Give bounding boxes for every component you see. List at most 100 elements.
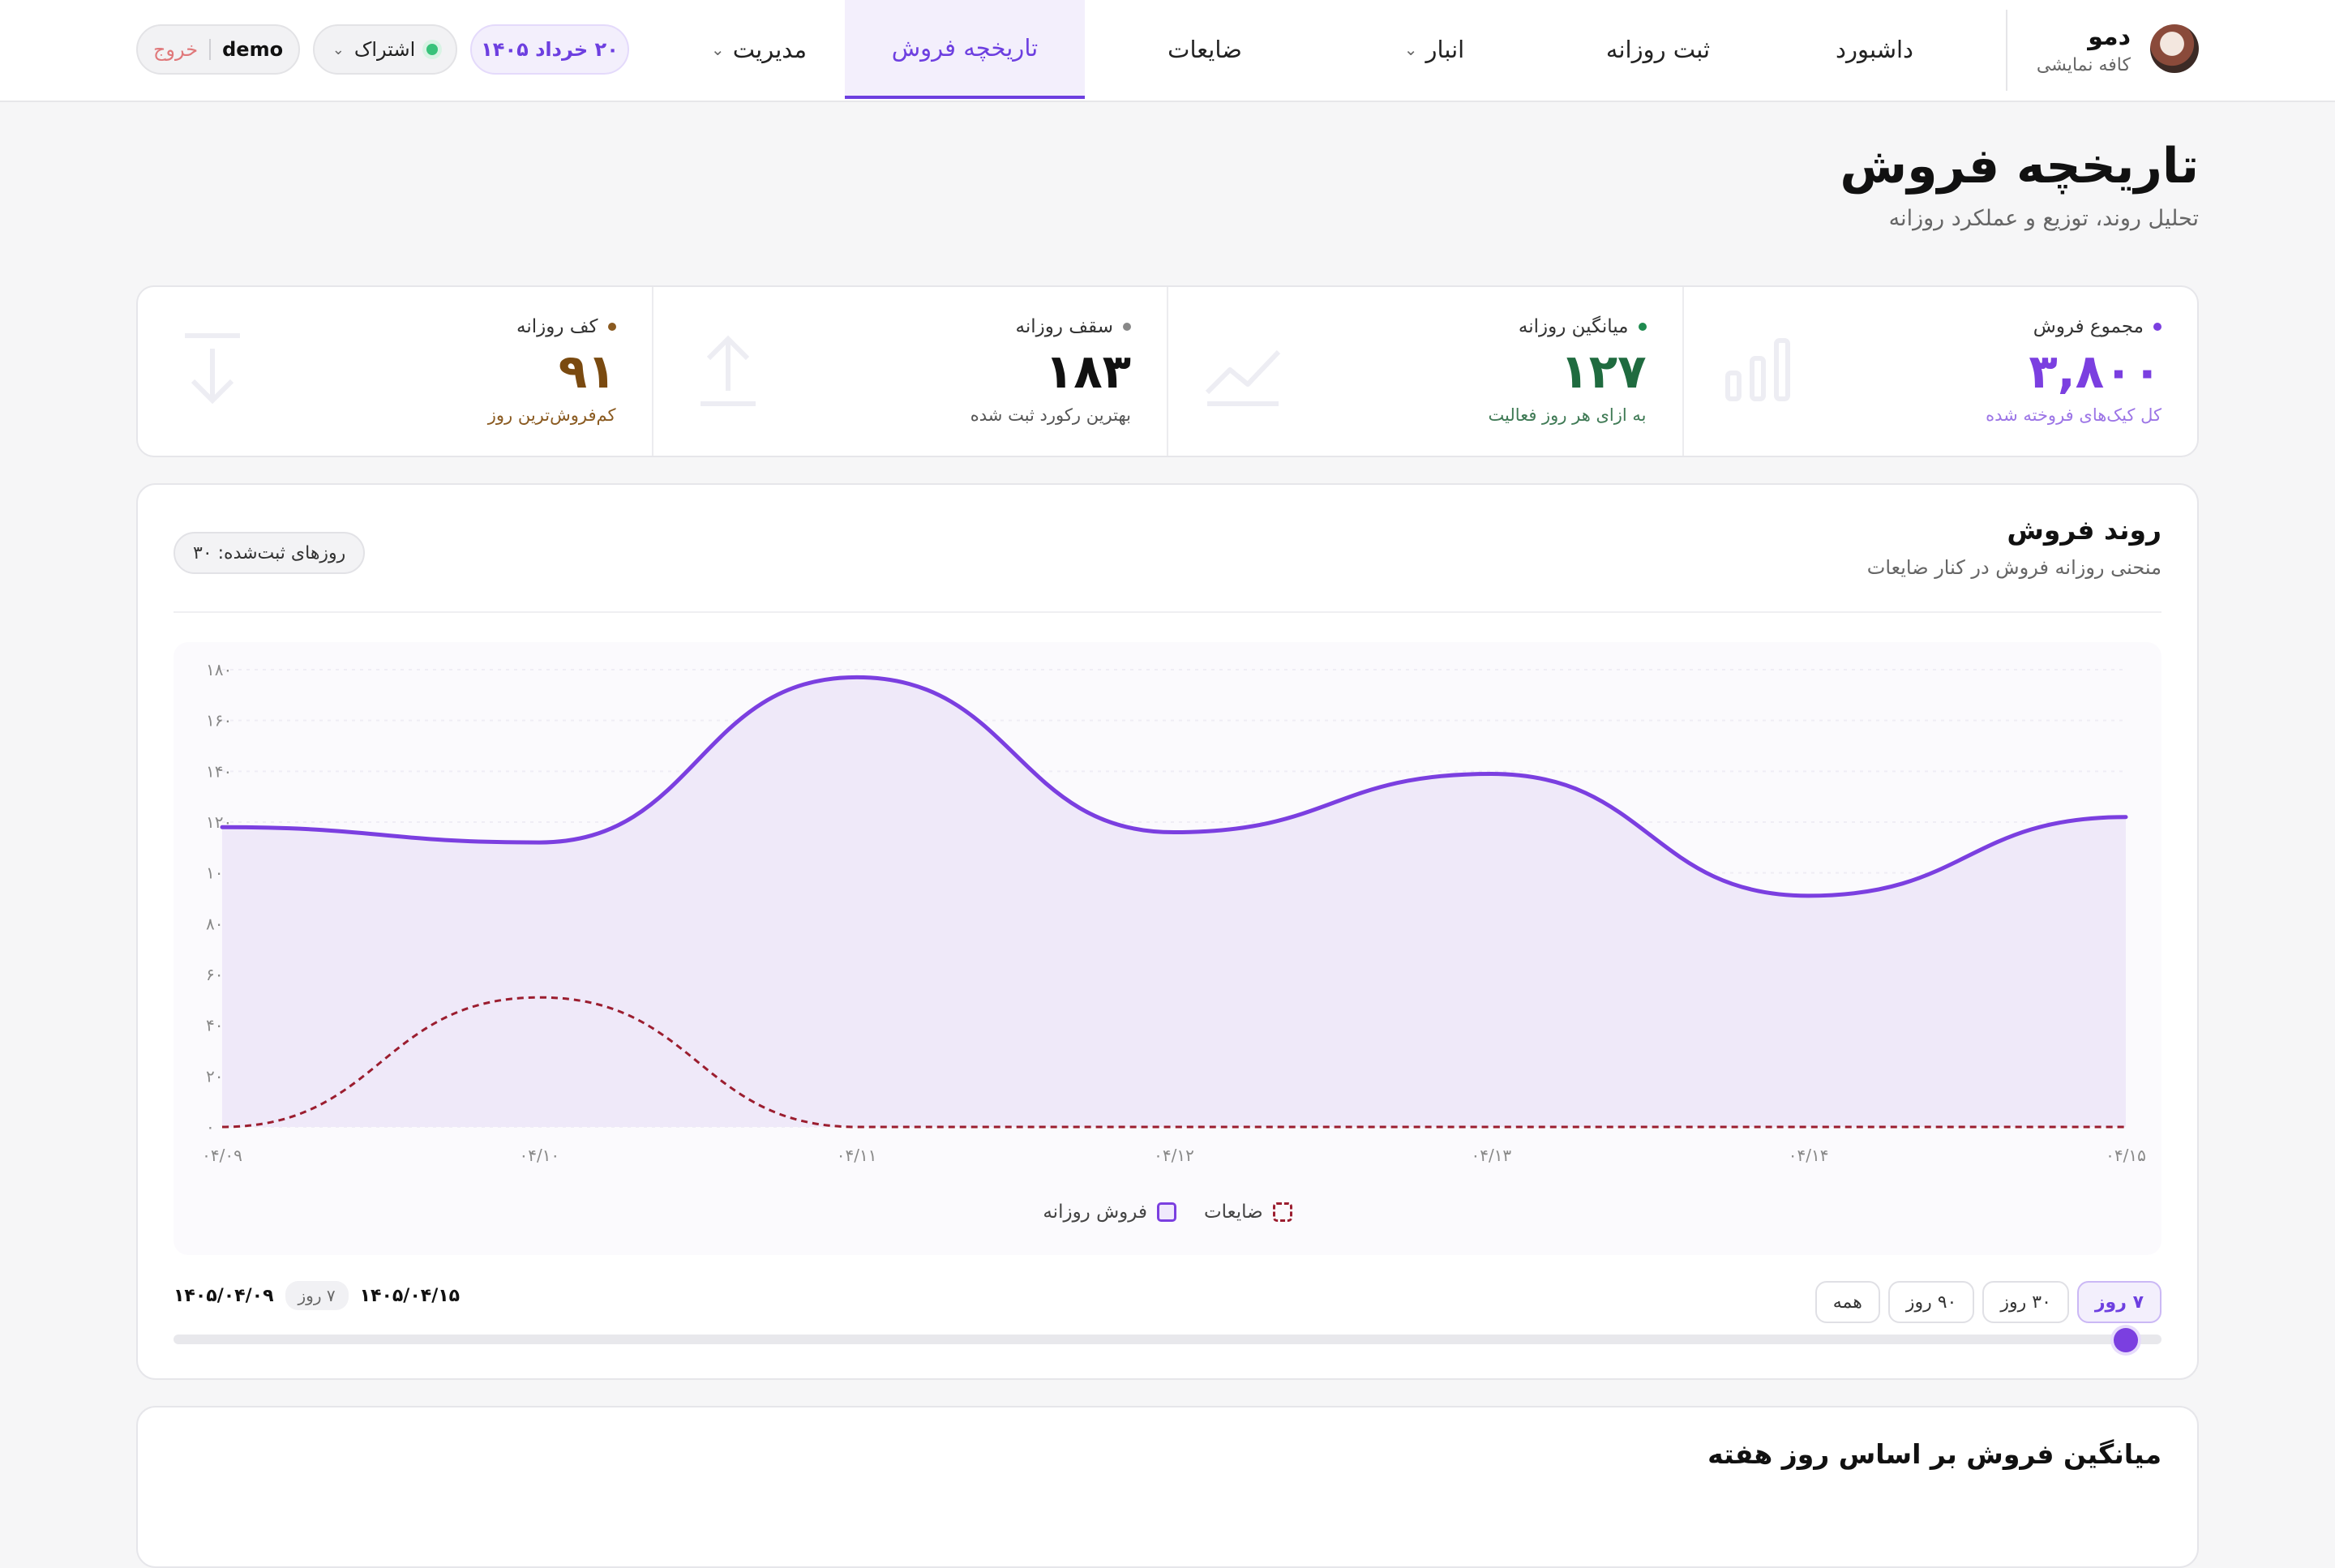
nav-management-label: مدیریت [732,36,808,63]
range-button-30-days[interactable]: ۳۰ روز [1982,1281,2069,1323]
stat-note: کم‌فروش‌ترین روز [487,405,616,425]
chart-legend: ضایعات فروش روزانه [174,1202,2161,1223]
stat-value: ۹۱ [558,344,616,399]
x-tick-label: ۰۴/۱۳ [1471,1146,1511,1165]
stat-label: میانگین روزانه [1519,316,1647,337]
nav-inventory[interactable]: انبار ⌄ [1351,0,1518,99]
brand-divider [2006,10,2007,91]
x-tick-label: ۰۴/۱۵ [2106,1146,2146,1165]
stat-total-sales: مجموع فروش ۳,۸۰۰ کل کیک‌های فروخته شده [1682,287,2198,456]
username: demo [222,38,284,61]
legend-daily-sales[interactable]: فروش روزانه [1043,1202,1176,1223]
divider [209,39,212,60]
range-dates: ۱۴۰۵/۰۴/۰۹ ۷ روز ۱۴۰۵/۰۴/۱۵ [174,1281,460,1310]
x-tick-label: ۰۴/۰۹ [202,1146,242,1165]
y-tick-label: ۶۰ [206,965,223,984]
nav-waste-label: ضایعات [1168,36,1242,63]
chevron-down-icon: ⌄ [1403,40,1418,59]
stats-row: مجموع فروش ۳,۸۰۰ کل کیک‌های فروخته شده م… [136,285,2199,457]
stat-value: ۱۸۳ [1044,344,1131,399]
subscription-label: اشتراک [353,38,416,61]
stat-daily-min: کف روزانه ۹۱ کم‌فروش‌ترین روز [138,287,652,456]
stat-daily-average: میانگین روزانه ۱۲۷ به ازای هر روز فعالیت [1167,287,1682,456]
legend-label: ضایعات [1203,1202,1263,1223]
range-end-date: ۱۴۰۵/۰۴/۱۵ [359,1285,461,1306]
range-start-date: ۱۴۰۵/۰۴/۰۹ [174,1285,274,1306]
arrow-down-icon [185,333,240,405]
stat-label-text: سقف روزانه [1015,316,1113,337]
range-slider-handle[interactable] [2114,1328,2138,1352]
x-tick-label: ۰۴/۱۱ [837,1146,877,1165]
cafe-avatar [2150,24,2199,73]
nav-waste[interactable]: ضایعات [1124,0,1286,99]
nav-sales-history-label: تاریخچه فروش [891,34,1039,62]
range-buttons: ۷ روز ۳۰ روز ۹۰ روز همه [1814,1281,2161,1323]
brand-subtitle: کافه نمایشی [2036,55,2131,75]
recorded-days-badge: روزهای ثبت‌شده: ۳۰ [174,532,366,574]
stat-daily-max: سقف روزانه ۱۸۳ بهترین رکورد ثبت شده [651,287,1168,456]
bullet-icon [607,323,616,331]
logout-button[interactable]: خروج [152,38,199,61]
nav-daily-entry[interactable]: ثبت روزانه [1552,0,1764,99]
top-navbar: دمو کافه نمایشی داشبورد ثبت روزانه انبار… [0,0,2335,102]
sales-line [220,675,2128,898]
stat-value: ۱۲۷ [1560,344,1647,399]
date-pill-text: ۲۰ خرداد ۱۴۰۵ [481,38,619,61]
legend-swatch-waste [1272,1202,1292,1222]
y-tick-label: ۱۶۰ [206,711,232,730]
sales-area [222,677,2126,1127]
range-slider-track[interactable] [174,1335,2161,1344]
stat-label-text: میانگین روزانه [1518,316,1629,337]
date-pill: ۲۰ خرداد ۱۴۰۵ [470,24,629,75]
x-tick-label: ۰۴/۱۴ [1789,1146,1829,1165]
range-button-all[interactable]: همه [1814,1281,1880,1323]
x-tick-label: ۰۴/۱۰ [519,1146,559,1165]
nav-management[interactable]: مدیریت ⌄ [688,0,830,99]
legend-swatch-sales [1156,1202,1176,1222]
page-title: تاریخچه فروش [1840,138,2199,195]
divider [174,611,2161,613]
stat-value: ۳,۸۰۰ [2029,344,2161,399]
weekday-average-card: میانگین فروش بر اساس روز هفته [136,1406,2199,1568]
y-tick-label: ۱۴۰ [206,761,232,781]
card-subtitle: منحنی روزانه فروش در کنار ضایعات [1866,556,2161,579]
card-title: میانگین فروش بر اساس روز هفته [1707,1438,2161,1470]
chevron-down-icon: ⌄ [710,40,725,59]
bullet-icon [2153,323,2161,331]
range-controls: ۷ روز ۳۰ روز ۹۰ روز همه ۱۴۰۵/۰۴/۰۹ ۷ روز… [174,1281,2161,1326]
brand[interactable]: دمو کافه نمایشی [1972,19,2199,84]
stat-note: به ازای هر روز فعالیت [1488,405,1647,425]
nav-sales-history[interactable]: تاریخچه فروش [845,0,1085,99]
stat-label: کف روزانه [516,316,616,337]
page-subtitle: تحلیل روند، توزیع و عملکرد روزانه [1888,206,2199,231]
subscription-pill[interactable]: اشتراک ⌄ [313,24,457,75]
y-tick-label: ۴۰ [206,1016,223,1035]
stat-note: بهترین رکورد ثبت شده [970,405,1131,425]
x-tick-label: ۰۴/۱۲ [1154,1146,1194,1165]
range-button-90-days[interactable]: ۹۰ روز [1887,1281,1975,1323]
range-days-badge: ۷ روز [285,1281,349,1310]
waste-line [221,996,2126,1129]
range-button-7-days[interactable]: ۷ روز [2076,1281,2161,1323]
trend-line-icon [1205,349,1281,406]
legend-waste[interactable]: ضایعات [1204,1202,1292,1223]
stat-label: سقف روزانه [1016,316,1131,337]
stat-note: کل کیک‌های فروخته شده [1986,405,2161,425]
arrow-up-icon [700,335,756,406]
status-dot-icon [426,44,439,55]
bullet-icon [1123,323,1131,331]
y-tick-label: ۲۰ [206,1066,223,1086]
y-tick-label: ۰ [206,1117,215,1137]
y-tick-label: ۱۸۰ [206,660,232,679]
legend-label: فروش روزانه [1043,1202,1147,1223]
brand-name: دمو [2088,23,2131,51]
sales-chart: ۰ ۲۰ ۴۰ ۶۰ ۸۰ ۱۰۰ ۱۲۰ ۱۴۰ ۱۶۰ ۱۸۰ ۰۴/۰۹ ۰۴/۱۰ ۰۴/۱۱ ۰… [174,642,2161,1255]
chevron-down-icon: ⌄ [332,41,345,58]
stat-label: مجموع فروش [2033,316,2161,337]
nav-inventory-label: انبار [1425,36,1465,63]
nav-dashboard[interactable]: داشبورد [1787,0,1962,99]
stat-label-text: مجموع فروش [2033,316,2144,337]
user-pill: demo خروج [136,24,300,75]
nav-dashboard-label: داشبورد [1836,36,1913,63]
